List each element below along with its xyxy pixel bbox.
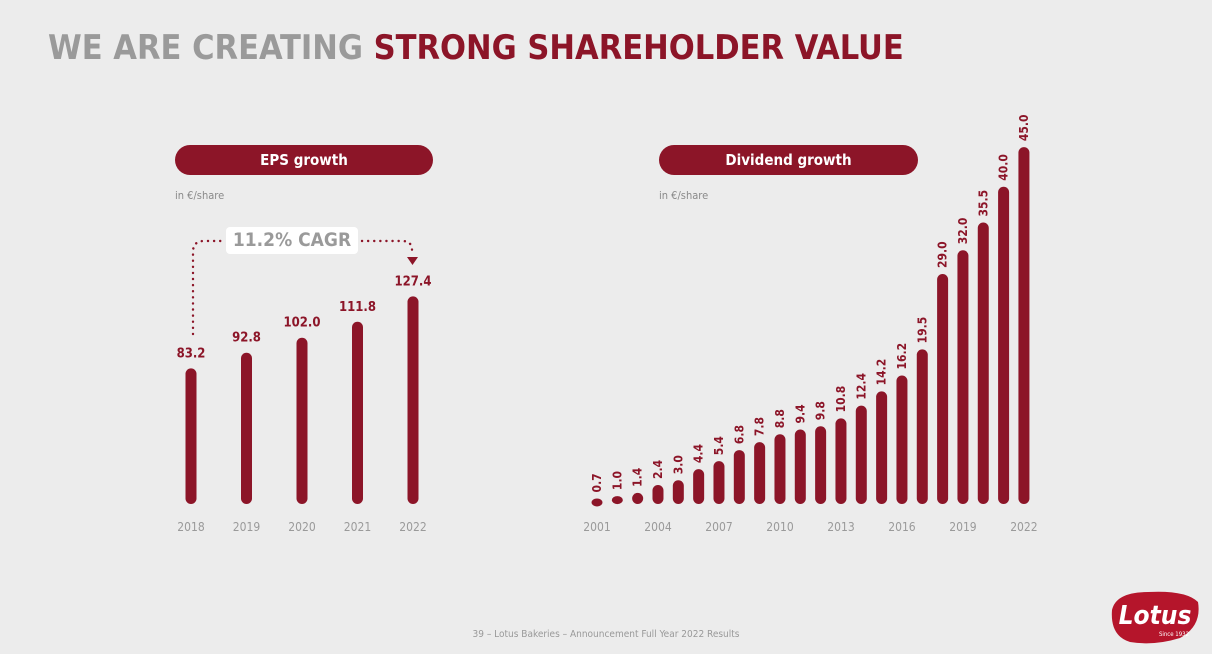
dividend-bar bbox=[1018, 147, 1030, 504]
dividend-bar bbox=[632, 492, 644, 504]
dividend-bar bbox=[977, 222, 989, 505]
eps-value-label: 111.8 bbox=[339, 300, 376, 315]
svg-text:Since 1932: Since 1932 bbox=[1159, 631, 1189, 638]
dividend-value-label: 29.0 bbox=[936, 241, 950, 268]
dividend-x-tick-label: 2019 bbox=[949, 520, 977, 534]
dividend-bar bbox=[754, 442, 766, 504]
dividend-value-label: 9.4 bbox=[793, 404, 807, 424]
dividend-value-label: 16.2 bbox=[895, 343, 909, 370]
svg-text:Lotus: Lotus bbox=[1119, 601, 1192, 631]
eps-bar bbox=[407, 296, 419, 504]
eps-value-label: 127.4 bbox=[395, 274, 432, 289]
dividend-value-label: 1.4 bbox=[631, 467, 645, 487]
title-part-red: STRONG SHAREHOLDER VALUE bbox=[373, 28, 904, 68]
dividend-x-tick-label: 2022 bbox=[1010, 520, 1037, 534]
dividend-bar bbox=[774, 434, 786, 504]
eps-x-tick-label: 2018 bbox=[177, 520, 205, 534]
dividend-value-label: 5.4 bbox=[712, 436, 726, 456]
dividend-value-label: 2.4 bbox=[651, 459, 665, 479]
eps-chart-title: EPS growth bbox=[175, 145, 433, 175]
cagr-connector-left bbox=[191, 239, 228, 336]
dividend-bar bbox=[815, 426, 827, 504]
eps-value-label: 102.0 bbox=[284, 316, 321, 331]
title-part-grey: WE ARE CREATING bbox=[48, 28, 374, 68]
dividend-value-label: 19.5 bbox=[915, 317, 929, 344]
cagr-annotation: 11.2% CAGR bbox=[226, 227, 358, 254]
dividend-x-tick-label: 2001 bbox=[583, 520, 610, 534]
eps-x-tick-label: 2022 bbox=[399, 520, 426, 534]
dividend-bar bbox=[957, 250, 969, 504]
dividend-x-tick-label: 2013 bbox=[827, 520, 854, 534]
eps-bar bbox=[185, 368, 197, 504]
eps-bar bbox=[352, 321, 363, 504]
lotus-logo: Lotus Since 1932 bbox=[1111, 591, 1199, 644]
dividend-x-tick-label: 2004 bbox=[644, 520, 672, 534]
page-title: WE ARE CREATING STRONG SHAREHOLDER VALUE bbox=[48, 28, 904, 68]
dividend-bar bbox=[713, 461, 725, 504]
dividend-bar bbox=[876, 391, 888, 504]
dividend-bar bbox=[937, 274, 949, 504]
dividend-chart-title: Dividend growth bbox=[659, 145, 918, 175]
dividend-bar bbox=[896, 375, 908, 504]
dividend-bar bbox=[591, 498, 603, 507]
dividend-value-label: 8.8 bbox=[773, 409, 787, 428]
dividend-value-label: 7.8 bbox=[753, 417, 767, 436]
dividend-value-label: 6.8 bbox=[732, 425, 746, 444]
eps-x-tick-label: 2021 bbox=[344, 520, 371, 534]
dividend-x-tick-label: 2007 bbox=[705, 520, 732, 534]
dividend-bar bbox=[611, 496, 623, 505]
dividend-unit-label: in €/share bbox=[659, 189, 709, 202]
dividend-value-label: 35.5 bbox=[976, 190, 990, 217]
dividend-value-label: 4.4 bbox=[692, 443, 706, 463]
eps-x-tick-label: 2019 bbox=[233, 520, 261, 534]
dividend-value-label: 3.0 bbox=[671, 455, 685, 474]
dividend-bar bbox=[794, 429, 806, 504]
cagr-arrowhead bbox=[407, 257, 418, 265]
dividend-bar bbox=[652, 484, 664, 504]
eps-bar bbox=[241, 352, 252, 504]
eps-value-label: 92.8 bbox=[232, 331, 261, 346]
dividend-x-tick-label: 2010 bbox=[766, 520, 794, 534]
dividend-x-tick-label: 2016 bbox=[888, 520, 916, 534]
dividend-value-label: 1.0 bbox=[610, 471, 624, 490]
dividend-bar bbox=[855, 405, 867, 504]
dividend-value-label: 45.0 bbox=[1017, 115, 1031, 142]
eps-value-label: 83.2 bbox=[177, 346, 206, 361]
eps-unit-label: in €/share bbox=[175, 189, 225, 202]
dividend-bar bbox=[916, 349, 928, 504]
footer-text: 39 – Lotus Bakeries – Announcement Full … bbox=[472, 629, 740, 640]
dividend-value-label: 40.0 bbox=[997, 154, 1011, 181]
dividend-value-label: 12.4 bbox=[854, 373, 868, 400]
dividend-bar bbox=[998, 186, 1010, 505]
dividend-value-label: 32.0 bbox=[956, 218, 970, 245]
dividend-value-label: 14.2 bbox=[875, 359, 889, 386]
dividend-value-label: 10.8 bbox=[834, 386, 848, 413]
dividend-bar bbox=[835, 418, 847, 504]
dividend-bar bbox=[672, 480, 684, 504]
eps-bar bbox=[296, 337, 308, 504]
dividend-bar bbox=[693, 469, 705, 504]
dividend-value-label: 9.8 bbox=[814, 401, 828, 420]
dividend-value-label: 0.7 bbox=[590, 473, 604, 492]
eps-x-tick-label: 2020 bbox=[288, 520, 316, 534]
dividend-bar bbox=[733, 450, 745, 504]
